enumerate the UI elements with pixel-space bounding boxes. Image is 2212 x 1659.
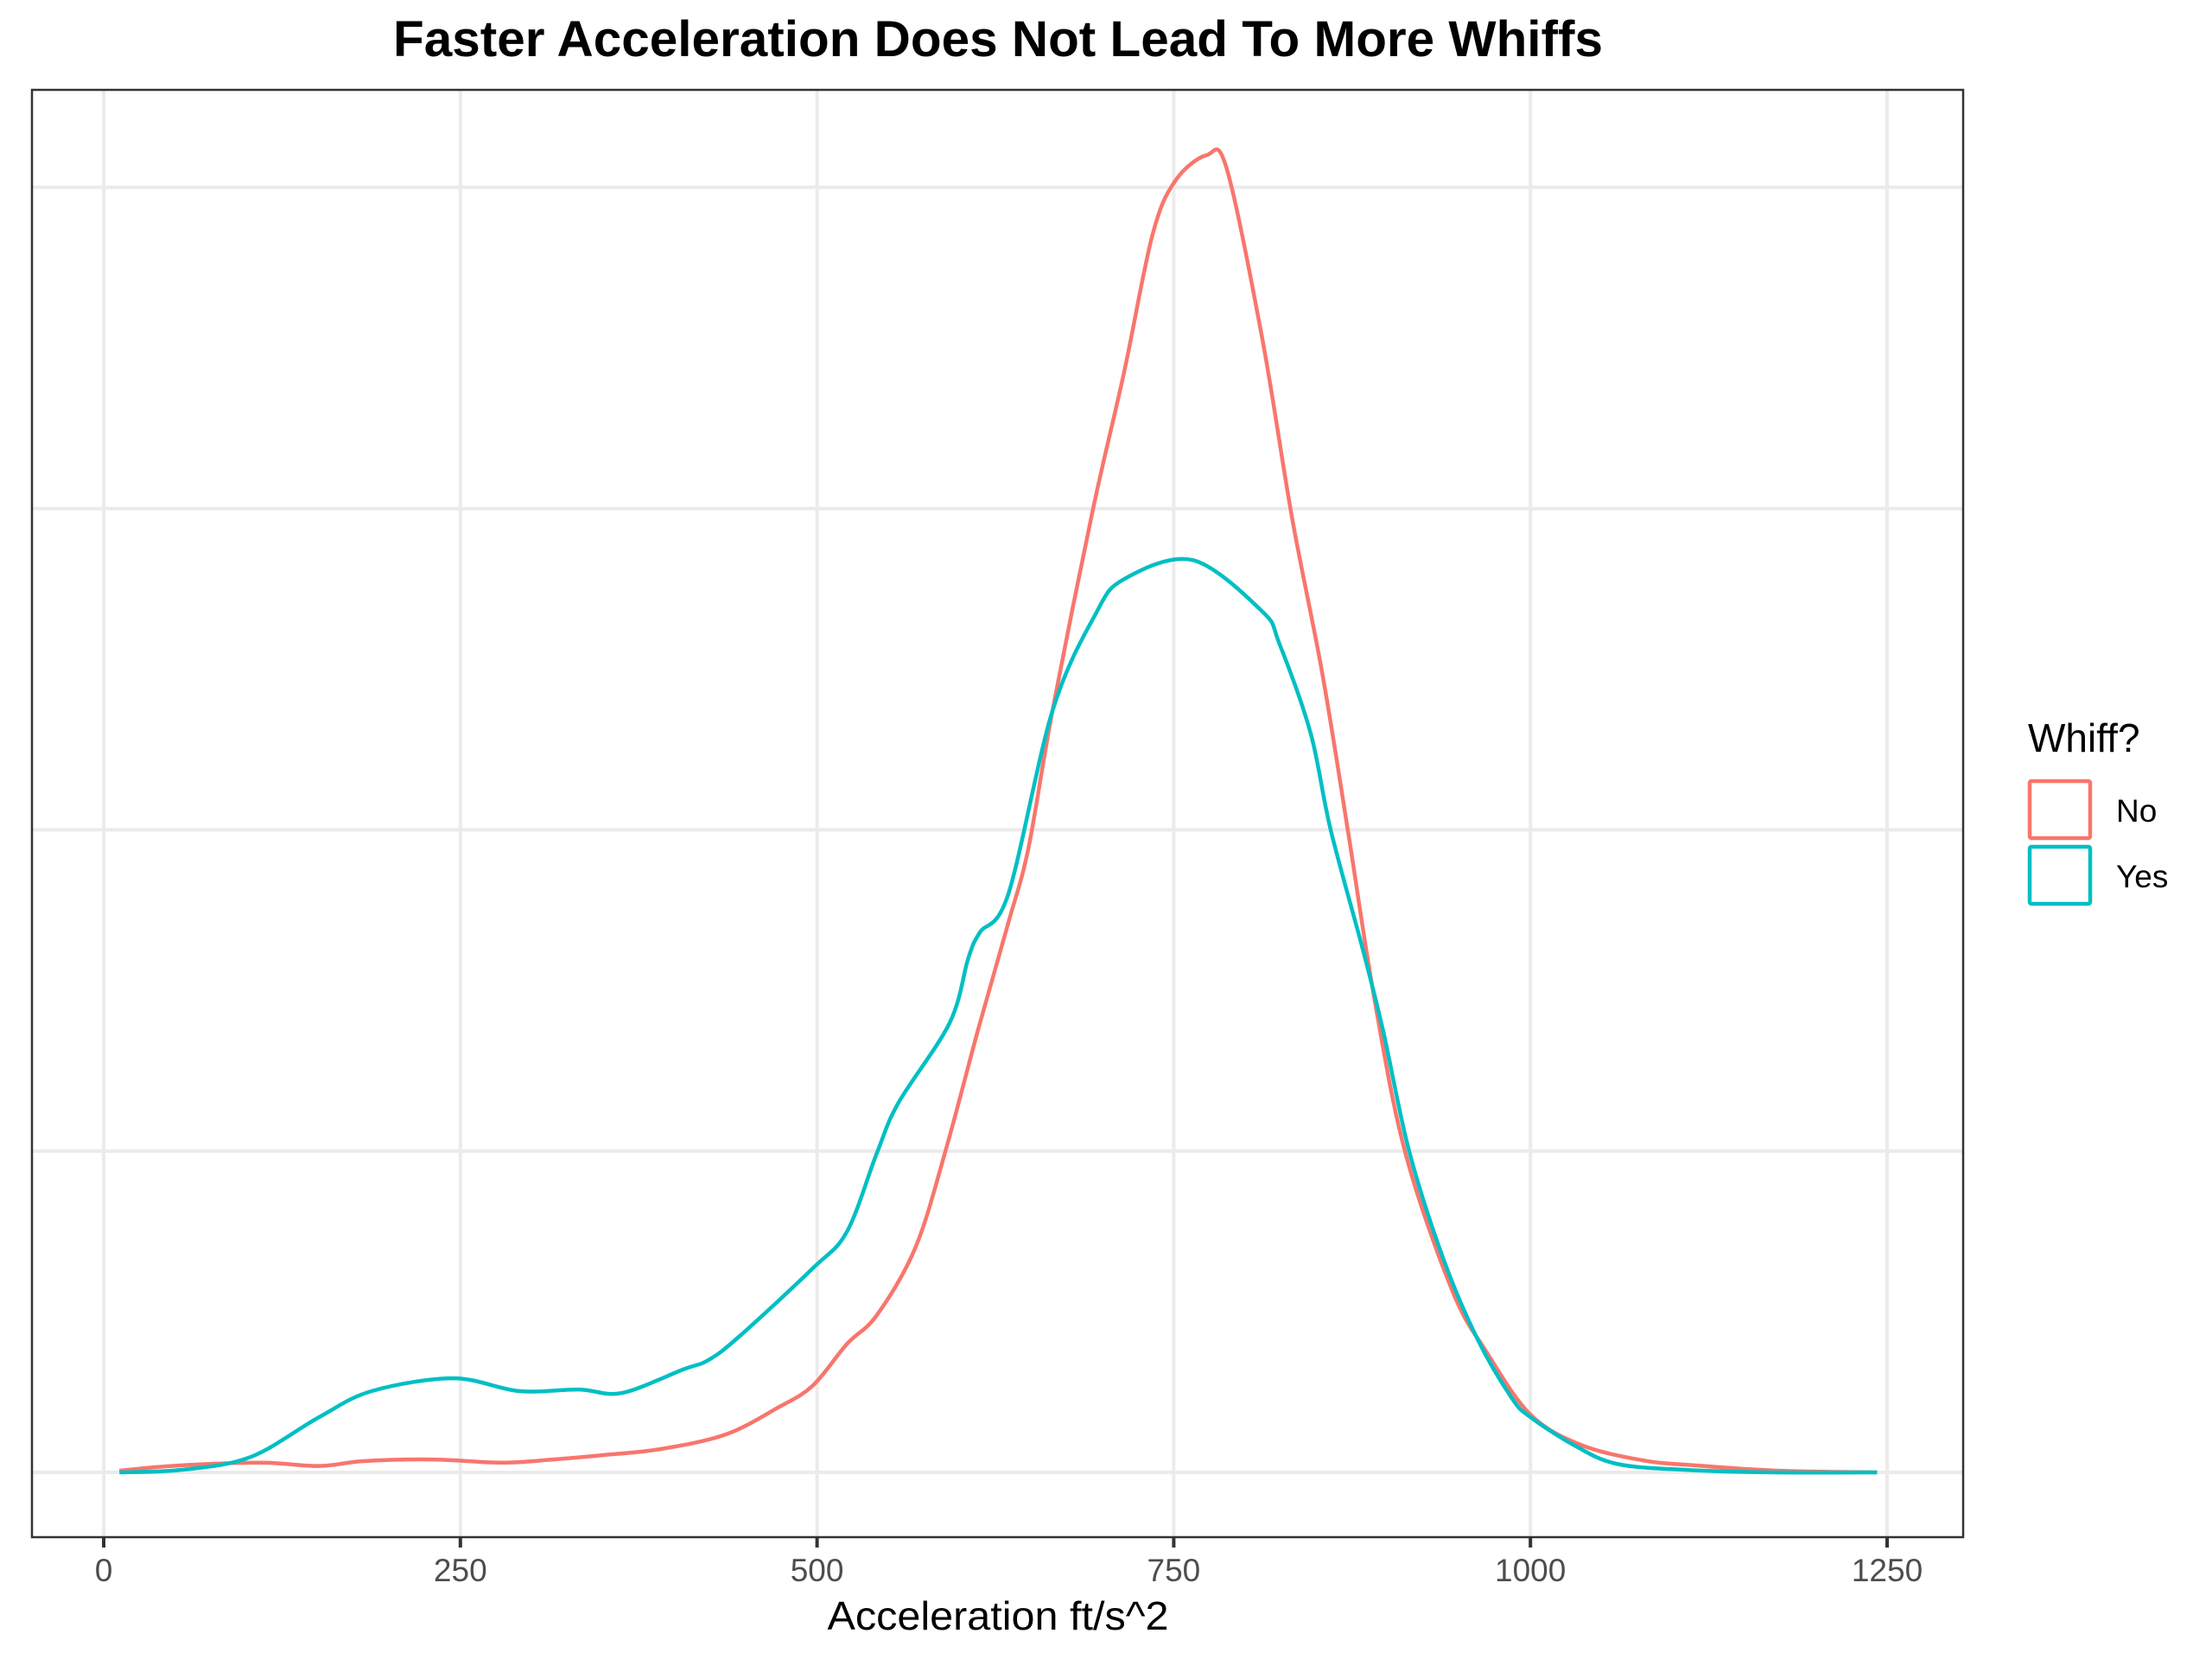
density-curve-no (119, 147, 1878, 1475)
legend: Whiff? No Yes (2027, 715, 2168, 906)
legend-title: Whiff? (2028, 715, 2140, 760)
plot-panel (30, 88, 1965, 1539)
x-tick-label: 750 (1147, 1553, 1201, 1588)
density-curve-yes (119, 556, 1878, 1475)
panel-border (30, 88, 1965, 1539)
x-tick-label: 250 (434, 1553, 487, 1588)
legend-label-yes: Yes (2116, 859, 2168, 894)
density-curves (119, 147, 1878, 1475)
horizontal-gridlines (32, 185, 1963, 1474)
x-tick-label: 500 (791, 1553, 844, 1588)
legend-key-no (2027, 779, 2093, 841)
legend-label-no: No (2116, 793, 2157, 829)
legend-entries: No Yes (2027, 779, 2168, 906)
x-tick-label: 1250 (1852, 1553, 1923, 1588)
x-axis-title: Acceleration ft/s^2 (828, 1593, 1169, 1638)
legend-key-yes (2027, 844, 2093, 906)
chart-title: Faster Acceleration Does Not Lead To Mor… (393, 11, 1603, 67)
x-axis: 0 250 500 750 1000 1250 (95, 1537, 1923, 1588)
vertical-gridlines (102, 90, 1889, 1537)
x-tick-label: 1000 (1495, 1553, 1566, 1588)
x-tick-label: 0 (95, 1553, 113, 1588)
panel-background (32, 90, 1963, 1537)
